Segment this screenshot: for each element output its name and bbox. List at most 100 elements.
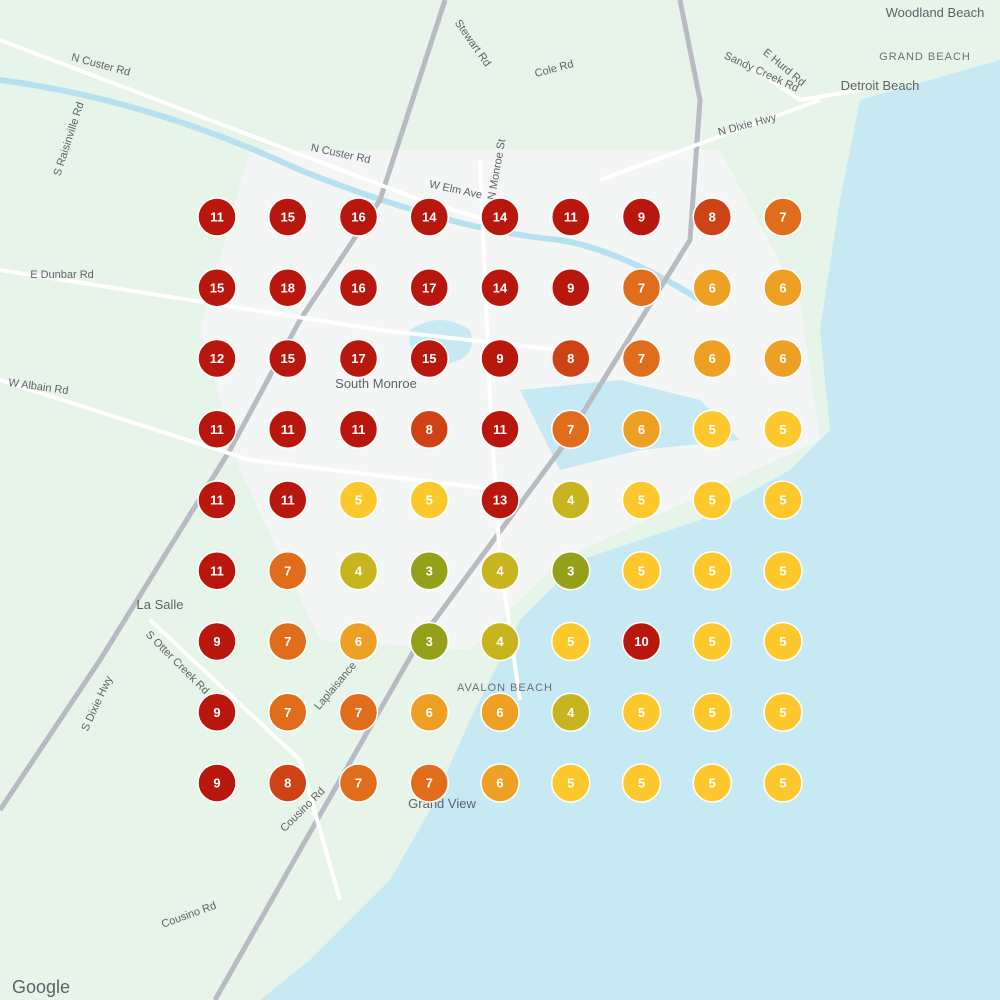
marker-value: 7 <box>426 776 433 791</box>
marker-circle <box>409 338 449 379</box>
marker-value: 6 <box>709 351 716 366</box>
highway <box>212 0 703 1000</box>
marker-value: 14 <box>493 280 508 295</box>
marker-circle <box>621 692 662 732</box>
marker-circle <box>621 551 662 591</box>
marker-circle <box>692 480 732 520</box>
marker-circle <box>268 338 308 379</box>
marker: 17 <box>338 338 379 379</box>
marker-value: 15 <box>281 210 295 225</box>
marker-circle <box>480 621 520 662</box>
marker: 5 <box>692 692 732 732</box>
marker: 7 <box>621 338 662 379</box>
marker-value: 3 <box>426 634 433 649</box>
marker: 11 <box>268 409 308 449</box>
marker-value: 4 <box>496 634 504 649</box>
marker-circle <box>692 409 732 449</box>
marker-circle <box>621 409 662 449</box>
marker-value: 8 <box>709 210 716 225</box>
marker-value: 14 <box>422 210 437 225</box>
marker-circle <box>692 338 732 379</box>
place-label: Woodland Beach <box>886 5 985 20</box>
marker: 4 <box>338 551 379 591</box>
marker-value: 5 <box>567 634 574 649</box>
marker: 11 <box>197 409 237 449</box>
marker-circle <box>763 197 803 237</box>
marker-value: 7 <box>284 634 291 649</box>
marker-value: 7 <box>355 705 362 720</box>
marker-circle <box>551 480 591 520</box>
marker-circle <box>338 197 379 237</box>
marker: 9 <box>197 621 237 662</box>
marker-value: 7 <box>284 705 291 720</box>
marker-value: 6 <box>355 634 362 649</box>
highway <box>0 0 448 812</box>
marker-value: 6 <box>638 422 645 437</box>
marker: 7 <box>763 197 803 237</box>
marker-circle <box>692 763 732 803</box>
marker: 7 <box>409 763 449 803</box>
marker-value: 5 <box>638 776 645 791</box>
marker-circle <box>197 763 237 803</box>
marker-circle <box>763 480 803 520</box>
marker: 14 <box>409 197 449 237</box>
marker: 5 <box>763 763 803 803</box>
marker-value: 7 <box>638 351 645 366</box>
marker-value: 5 <box>779 776 786 791</box>
river <box>0 77 702 303</box>
marker-value: 5 <box>709 634 716 649</box>
marker-circle <box>692 268 732 308</box>
marker-circle <box>268 268 308 308</box>
marker-value: 5 <box>638 705 645 720</box>
marker-value: 7 <box>284 563 291 578</box>
marker-circle <box>621 621 662 662</box>
marker: 16 <box>338 197 379 237</box>
marker-circle <box>480 692 520 732</box>
marker: 4 <box>551 480 591 520</box>
marker-value: 16 <box>351 210 365 225</box>
road-label: E Dunbar Rd <box>30 269 94 281</box>
marker-circle <box>338 268 379 308</box>
marker-value: 6 <box>709 280 716 295</box>
marker-circle <box>338 338 379 379</box>
marker-circle <box>409 197 449 237</box>
marker: 7 <box>338 692 379 732</box>
marker-circle <box>268 621 308 662</box>
marker-value: 6 <box>426 705 433 720</box>
marker-value: 4 <box>567 705 575 720</box>
google-logo: Google <box>12 977 70 997</box>
marker: 5 <box>409 480 449 520</box>
marker-circle <box>338 480 379 520</box>
marker-circle <box>338 621 379 662</box>
marker-value: 4 <box>567 493 575 508</box>
marker: 15 <box>197 268 237 308</box>
marker: 8 <box>409 409 449 449</box>
marker-circle <box>197 338 237 379</box>
marker: 5 <box>692 763 732 803</box>
marker-circle <box>621 763 662 803</box>
marker: 10 <box>621 621 662 662</box>
marker: 8 <box>692 197 732 237</box>
marker: 11 <box>480 409 520 449</box>
marker-value: 5 <box>426 493 433 508</box>
marker-value: 9 <box>567 280 574 295</box>
marker-value: 7 <box>779 210 786 225</box>
marker: 11 <box>197 197 237 237</box>
marker-circle <box>409 409 449 449</box>
marker: 9 <box>551 268 591 308</box>
marker-value: 5 <box>779 422 786 437</box>
marker-value: 5 <box>709 493 716 508</box>
road <box>738 58 861 103</box>
marker-circle <box>268 692 308 732</box>
marker: 5 <box>621 692 662 732</box>
marker: 12 <box>197 338 237 379</box>
marker-circle <box>409 763 449 803</box>
marker-value: 15 <box>210 280 224 295</box>
marker-circle <box>692 621 732 662</box>
marker-circle <box>409 621 449 662</box>
marker-value: 11 <box>210 422 224 437</box>
marker-circle <box>763 268 803 308</box>
marker: 7 <box>551 409 591 449</box>
marker: 13 <box>480 480 520 520</box>
marker-value: 10 <box>634 634 648 649</box>
